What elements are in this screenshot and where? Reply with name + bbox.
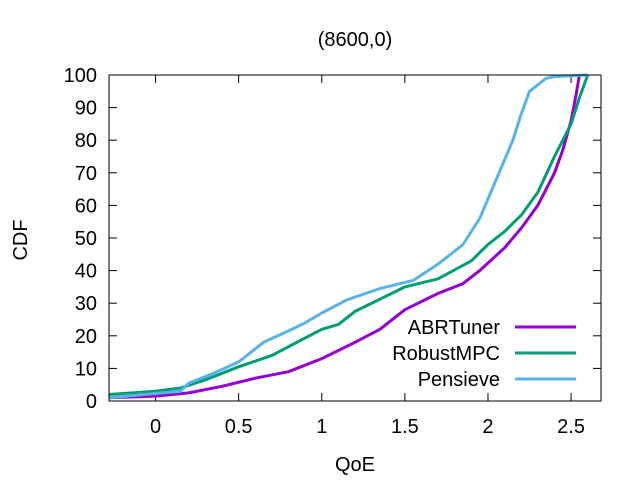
y-tick-label: 50 bbox=[75, 228, 97, 250]
y-tick-label: 100 bbox=[64, 65, 97, 87]
plot-area bbox=[108, 73, 590, 400]
x-tick-label: 1 bbox=[316, 416, 327, 438]
y-tick-label: 40 bbox=[75, 261, 97, 283]
x-axis-label: QoE bbox=[335, 454, 375, 476]
y-tick-label: 80 bbox=[75, 130, 97, 152]
x-tick-label: 0 bbox=[150, 416, 161, 438]
y-tick-label: 0 bbox=[86, 391, 97, 413]
x-tick-label: 1.5 bbox=[391, 416, 419, 438]
y-tick-label: 20 bbox=[75, 326, 97, 348]
x-tick-label: 2.5 bbox=[557, 416, 585, 438]
y-axis-label: CDF bbox=[10, 219, 32, 260]
series-line-abrtuner bbox=[108, 74, 581, 400]
y-tick-label: 60 bbox=[75, 195, 97, 217]
chart-title: (8600,0) bbox=[318, 29, 393, 51]
plot-frame bbox=[108, 74, 602, 402]
ticks: 0 0.5 1 1.5 2 2.5 0 10 20 30 40 50 60 70 80 90 100 bbox=[64, 65, 601, 438]
series-line-pensieve bbox=[108, 73, 588, 400]
legend-label: ABRTuner bbox=[408, 317, 501, 339]
y-tick-label: 10 bbox=[75, 358, 97, 380]
legend: ABRTuner RobustMPC Pensieve bbox=[392, 317, 576, 391]
series-line-robustmpc bbox=[108, 74, 590, 396]
x-tick-label: 2 bbox=[482, 416, 493, 438]
legend-label: Pensieve bbox=[418, 369, 500, 391]
y-tick-label: 30 bbox=[75, 293, 97, 315]
y-tick-label: 90 bbox=[75, 98, 97, 120]
x-tick-label: 0.5 bbox=[225, 416, 253, 438]
legend-label: RobustMPC bbox=[392, 343, 500, 365]
y-tick-label: 70 bbox=[75, 163, 97, 185]
